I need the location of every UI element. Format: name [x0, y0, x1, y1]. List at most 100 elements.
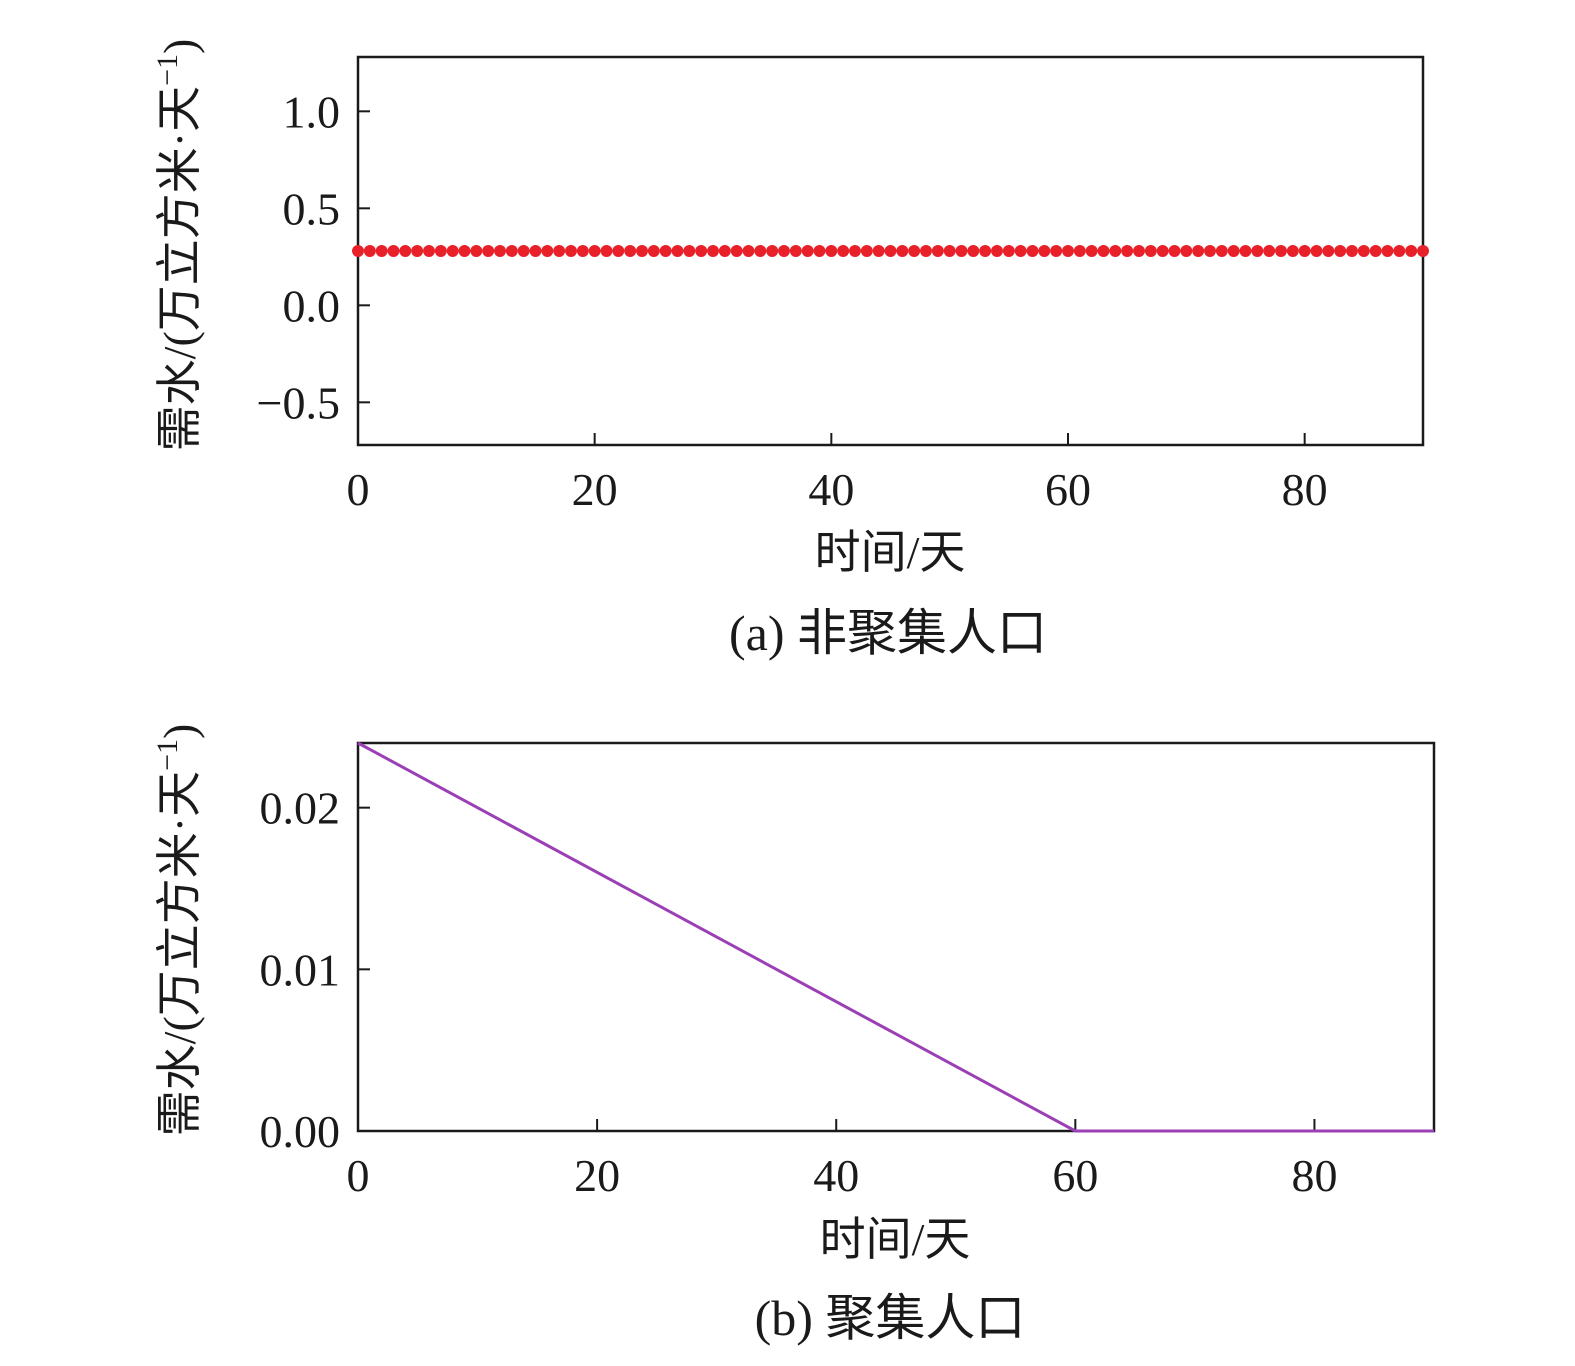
data-point: [1014, 245, 1027, 257]
data-point: [695, 245, 708, 257]
data-point: [1334, 245, 1347, 257]
data-point: [647, 245, 660, 257]
data-point: [742, 245, 755, 257]
data-point: [825, 245, 838, 257]
data-point: [718, 245, 731, 257]
data-point: [1168, 245, 1181, 257]
data-point: [931, 245, 944, 257]
data-point: [1109, 245, 1122, 257]
x-tick-label: 80: [1291, 1150, 1337, 1201]
data-point: [1097, 245, 1110, 257]
data-point: [399, 245, 412, 257]
data-point: [1002, 245, 1015, 257]
data-point: [1180, 245, 1193, 257]
y-tick-label: 0.00: [260, 1106, 341, 1157]
data-point: [849, 245, 861, 257]
data-point: [1263, 245, 1276, 257]
data-point: [671, 245, 684, 257]
data-point: [636, 245, 648, 257]
data-point: [458, 245, 471, 257]
plot-frame: [356, 741, 1436, 1133]
data-point: [659, 245, 672, 257]
data-point: [979, 245, 992, 257]
data-point: [1322, 245, 1335, 257]
data-point: [1310, 245, 1323, 257]
data-point: [1275, 245, 1287, 257]
data-point: [1405, 245, 1418, 257]
data-point: [1038, 245, 1051, 257]
data-point: [1251, 245, 1264, 257]
data-point: [1381, 245, 1394, 257]
data-point: [423, 245, 435, 257]
y-axis-label-close: ): [154, 39, 205, 54]
x-axis-label: 时间/天: [820, 1214, 971, 1265]
data-point: [624, 245, 637, 257]
y-tick-label: 0.5: [283, 183, 341, 234]
y-tick-label: 0.0: [283, 280, 341, 331]
data-point: [1085, 245, 1098, 257]
data-point: [576, 245, 589, 257]
data-point: [778, 245, 790, 257]
data-point: [565, 245, 577, 257]
x-tick-label: 40: [813, 1150, 859, 1201]
data-point: [707, 245, 719, 257]
panel-a: 0 20 40 60 80 1.0 0.5 0.0 −0.5 时间/天 需水/(万立方米·天−1) (…: [151, 39, 1429, 661]
x-tick-label: 80: [1282, 464, 1328, 515]
data-point: [884, 245, 897, 257]
data-point: [588, 245, 601, 257]
data-point: [517, 245, 530, 257]
data-point: [955, 245, 968, 257]
data-point: [553, 245, 566, 257]
data-point: [387, 245, 400, 257]
x-tick-label: 0: [347, 464, 370, 515]
x-tick-label: 20: [572, 464, 618, 515]
panel-b: 0 20 40 60 80 0.02 0.01 0.00 时间/天 需水/(万立方米·天−1) (b…: [151, 724, 1436, 1346]
data-point: [1062, 245, 1074, 257]
x-tick-label: 0: [347, 1150, 370, 1201]
data-point: [908, 245, 921, 257]
y-axis-label-main: 需水/(万立方米·天: [154, 86, 205, 451]
data-point: [1357, 245, 1370, 257]
data-point: [801, 245, 814, 257]
data-point: [813, 245, 826, 257]
data-point: [1026, 245, 1039, 257]
y-axis-label: 需水/(万立方米·天−1): [151, 39, 205, 452]
data-point: [1227, 245, 1240, 257]
x-tick-label: 60: [1052, 1150, 1098, 1201]
data-point: [529, 245, 542, 257]
data-point: [789, 245, 802, 257]
y-axis-label: 需水/(万立方米·天−1): [151, 724, 205, 1137]
y-tick-label: 0.01: [260, 944, 341, 995]
y-tick-label: 0.02: [260, 783, 341, 834]
y-tick-label: −0.5: [257, 377, 340, 428]
panel-caption: (a) 非聚集人口: [729, 605, 1047, 661]
data-point: [541, 245, 554, 257]
data-point: [1286, 245, 1299, 257]
y-axis-label-superscript: −1: [151, 739, 184, 771]
data-point: [446, 245, 459, 257]
data-point: [837, 245, 850, 257]
data-point: [943, 245, 956, 257]
y-tick-label: 1.0: [283, 86, 341, 137]
data-point: [683, 245, 696, 257]
data-point: [1121, 245, 1134, 257]
data-point: [967, 245, 980, 257]
x-tick-label: 60: [1045, 464, 1091, 515]
series-line: [357, 741, 1434, 1133]
x-tick-label: 40: [808, 464, 854, 515]
data-point: [991, 245, 1003, 257]
point-series: [352, 245, 1429, 257]
data-point: [352, 245, 364, 257]
data-point: [1192, 245, 1205, 257]
data-point: [505, 245, 518, 257]
data-point: [896, 245, 909, 257]
data-point: [754, 245, 767, 257]
data-point: [375, 245, 388, 257]
data-point: [920, 245, 932, 257]
data-point: [1133, 245, 1145, 257]
data-point: [482, 245, 495, 257]
data-point: [363, 245, 376, 257]
data-point: [1073, 245, 1086, 257]
data-point: [730, 245, 743, 257]
y-axis-label-superscript: −1: [151, 54, 184, 86]
